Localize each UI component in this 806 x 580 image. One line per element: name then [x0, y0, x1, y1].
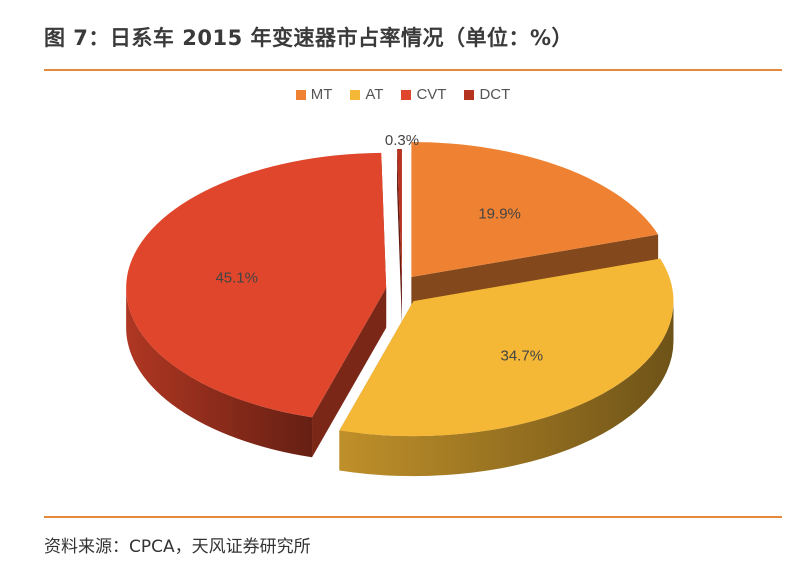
pie-slice-cvt [126, 152, 387, 458]
legend-label-cvt: CVT [416, 86, 447, 103]
legend-swatch-at [350, 89, 361, 100]
slice-top-dct [397, 149, 402, 285]
slice-side [126, 287, 313, 458]
pie-slice-at [339, 258, 674, 477]
source-note: 资料来源：CPCA，天风证券研究所 [44, 537, 311, 557]
legend-item-dct: DCT [464, 86, 510, 103]
slice-wall [397, 149, 402, 325]
pie-slices [126, 142, 674, 477]
slice-top-at [339, 258, 674, 437]
legend-label-dct: DCT [479, 86, 511, 103]
chart-legend: MT AT CVT DCT [0, 86, 806, 103]
slice-top-mt [411, 142, 659, 278]
pie-slice-dct [397, 149, 402, 325]
legend-label-mt: MT [310, 86, 333, 103]
legend-item-at: AT [350, 86, 383, 103]
slice-top-cvt [126, 152, 387, 418]
legend-swatch-cvt [401, 89, 412, 100]
slice-wall [312, 287, 387, 458]
legend-label-at: AT [365, 86, 384, 103]
slice-side [339, 301, 674, 477]
data-label-at: 34.7% [501, 348, 544, 365]
source-rule [44, 516, 782, 518]
legend-swatch-mt [295, 89, 306, 100]
legend-swatch-dct [464, 89, 475, 100]
legend-item-mt: MT [295, 86, 333, 103]
legend-item-cvt: CVT [401, 86, 446, 103]
data-label-dct: 0.3% [385, 132, 419, 149]
data-label-mt: 19.9% [478, 206, 521, 223]
title-rule [44, 69, 782, 71]
chart-title: 图 7：日系车 2015 年变速器市占率情况（单位：%） [44, 26, 574, 50]
data-label-cvt: 45.1% [215, 269, 258, 286]
